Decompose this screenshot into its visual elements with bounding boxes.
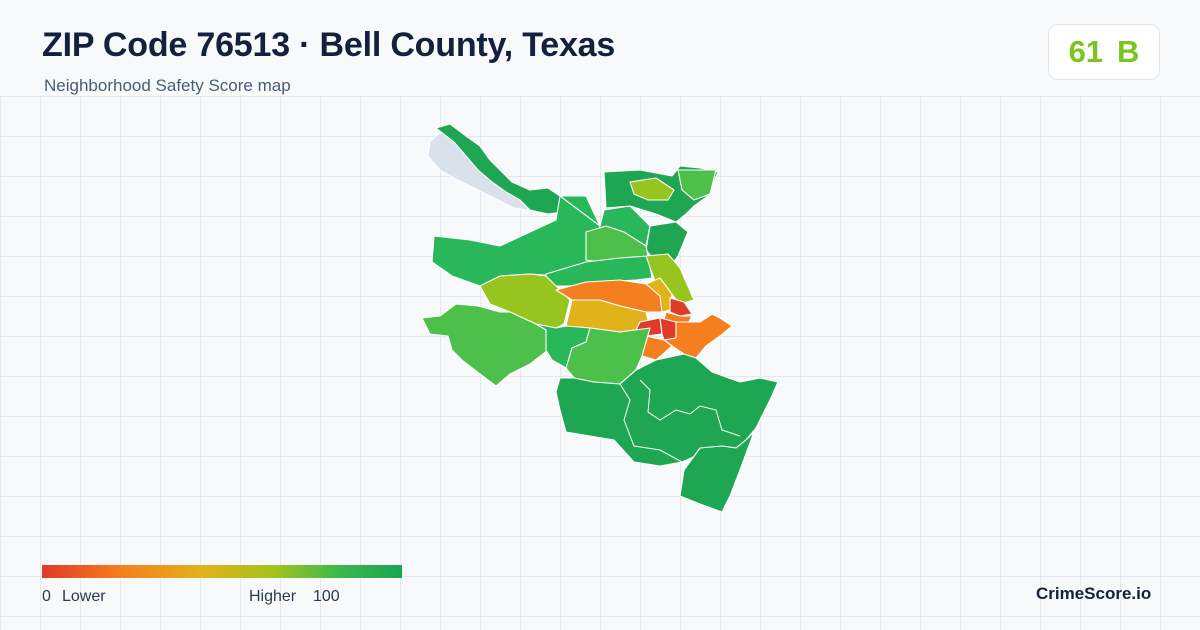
region-mid-north[interactable] — [545, 255, 653, 287]
region-far-west[interactable] — [421, 303, 549, 387]
region-east-red-north[interactable] — [669, 297, 693, 317]
region-south-large[interactable] — [555, 353, 779, 467]
legend-color-scale — [42, 565, 402, 578]
south-district-line-a — [639, 379, 741, 437]
page-title: ZIP Code 76513 · Bell County, Texas — [42, 26, 616, 64]
legend-max-label: Higher — [249, 588, 297, 605]
brand-logo-text[interactable]: CrimeScore.io — [1036, 584, 1152, 603]
legend-max-value: 100 — [313, 588, 340, 605]
legend-min-label: Lower — [62, 588, 106, 605]
region-far-south[interactable] — [679, 431, 755, 513]
region-north-cluster-b[interactable] — [629, 177, 675, 201]
safety-score-badge: 61 B — [1048, 24, 1160, 80]
page-subtitle: Neighborhood Safety Score map — [44, 76, 291, 95]
south-district-line-b — [619, 383, 683, 463]
safety-score-value: 61 — [1068, 34, 1104, 69]
region-red-core-east[interactable] — [659, 317, 677, 341]
legend-min-value: 0 — [42, 588, 51, 605]
region-west-lime[interactable] — [479, 273, 571, 329]
region-north-cluster-c[interactable] — [677, 169, 717, 201]
safety-grade: B — [1117, 34, 1140, 69]
